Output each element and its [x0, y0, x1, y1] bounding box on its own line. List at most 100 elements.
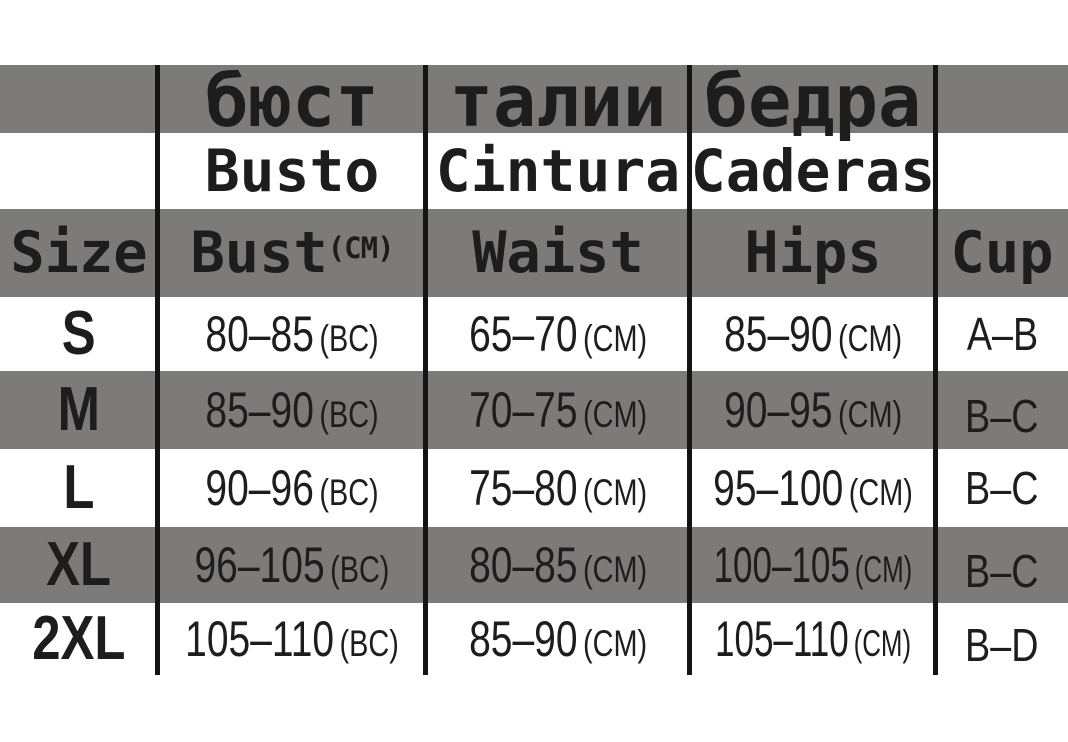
table-row-l: L 90–96 (BC) 75–80 (CM) 95–100 (CM) B–C	[0, 449, 1068, 527]
header-row-spanish: Busto Cintura Caderas	[0, 133, 1068, 209]
cup-cell: B–C	[936, 449, 1068, 527]
hips-cell: 100–105 (CM)	[690, 527, 936, 603]
empty-cell	[936, 133, 1068, 209]
waist-value: 85–90 (CM)	[469, 614, 647, 664]
cup-value: B–D	[965, 619, 1039, 671]
header-ru-bust-label: бюст	[205, 59, 379, 143]
waist-cell: 85–90 (CM)	[426, 603, 690, 675]
header-row-english: Size Bust(CM) Waist Hips Cup	[0, 209, 1068, 297]
size-value: S	[62, 299, 96, 368]
header-es-waist-label: Cintura	[435, 137, 681, 205]
hips-range: 95–100	[713, 460, 844, 516]
header-cup-label: Cup	[950, 219, 1054, 286]
hips-value: 105–110 (CM)	[715, 614, 911, 664]
empty-cell	[0, 65, 158, 137]
size-cell: 2XL	[0, 603, 158, 675]
hips-range: 100–105	[713, 537, 850, 593]
header-size-label: Size	[10, 219, 148, 286]
table-row-2xl: 2XL 105–110 (BC) 85–90 (CM) 105–110 (CM) B–…	[0, 603, 1068, 675]
hips-value: 95–100 (CM)	[713, 463, 913, 513]
cup-value: B–C	[965, 390, 1039, 442]
header-es-bust-label: Busto	[204, 137, 380, 205]
header-ru-hips-label: бедра	[704, 59, 922, 143]
column-divider	[687, 65, 692, 675]
bust-cell: 80–85 (BC)	[158, 297, 426, 371]
column-divider	[933, 65, 938, 675]
hips-unit: (CM)	[854, 549, 913, 590]
size-cell: S	[0, 297, 158, 371]
bust-range: 85–90	[205, 382, 314, 438]
bust-unit: (BC)	[319, 318, 379, 359]
bust-value: 80–85 (BC)	[205, 309, 378, 359]
header-ru-waist-cell: талии	[426, 65, 690, 137]
hips-unit: (CM)	[853, 623, 912, 664]
bust-cell: 90–96 (BC)	[158, 449, 426, 527]
hips-cell: 85–90 (CM)	[690, 297, 936, 371]
waist-range: 75–80	[468, 460, 578, 516]
waist-unit: (CM)	[582, 623, 648, 664]
bust-cell: 96–105 (BC)	[158, 527, 426, 603]
header-bust-unit: (CM)	[327, 230, 395, 265]
hips-value: 90–95 (CM)	[724, 385, 902, 435]
bust-range: 96–105	[194, 537, 325, 593]
size-value: L	[63, 453, 95, 522]
bust-range: 90–96	[205, 460, 314, 516]
cup-value: A–B	[966, 308, 1038, 360]
header-bust-text: Bust	[190, 219, 328, 286]
waist-unit: (CM)	[582, 394, 648, 435]
size-value: M	[57, 375, 101, 444]
header-row-russian: бюст талии бедра	[0, 65, 1068, 137]
column-divider	[423, 65, 428, 675]
bust-range: 105–110	[185, 611, 335, 667]
hips-range: 85–90	[723, 306, 833, 362]
waist-range: 65–70	[468, 306, 578, 362]
header-hips-label: Hips	[744, 219, 882, 286]
table-row-xl: XL 96–105 (BC) 80–85 (CM) 100–105 (CM) B–C	[0, 527, 1068, 603]
cup-value: B–C	[965, 545, 1039, 597]
header-bust-cell: Bust(CM)	[158, 209, 426, 297]
bust-unit: (BC)	[319, 394, 379, 435]
waist-range: 80–85	[468, 537, 578, 593]
hips-unit: (CM)	[848, 472, 913, 513]
header-ru-bust-cell: бюст	[158, 65, 426, 137]
waist-cell: 70–75 (CM)	[426, 371, 690, 449]
header-waist-label: Waist	[472, 219, 644, 286]
header-size-cell: Size	[0, 209, 158, 297]
header-ru-hips-cell: бедра	[690, 65, 936, 137]
hips-value: 85–90 (CM)	[724, 309, 902, 359]
hips-range: 105–110	[714, 611, 849, 667]
bust-value: 90–96 (BC)	[205, 463, 378, 513]
waist-value: 80–85 (CM)	[469, 540, 647, 590]
hips-value: 100–105 (CM)	[714, 540, 913, 590]
header-waist-cell: Waist	[426, 209, 690, 297]
header-es-bust-cell: Busto	[158, 133, 426, 209]
size-cell: XL	[0, 527, 158, 603]
waist-cell: 75–80 (CM)	[426, 449, 690, 527]
waist-range: 70–75	[468, 382, 578, 438]
table-row-m: M 85–90 (BC) 70–75 (CM) 90–95 (CM) B–C	[0, 371, 1068, 449]
header-hips-cell: Hips	[690, 209, 936, 297]
cup-cell: B–C	[936, 371, 1068, 449]
waist-cell: 80–85 (CM)	[426, 527, 690, 603]
header-es-waist-cell: Cintura	[426, 133, 690, 209]
bust-range: 80–85	[205, 306, 314, 362]
header-cup-cell: Cup	[936, 209, 1068, 297]
bust-value: 96–105 (BC)	[195, 540, 390, 590]
empty-cell	[0, 133, 158, 209]
waist-cell: 65–70 (CM)	[426, 297, 690, 371]
hips-cell: 90–95 (CM)	[690, 371, 936, 449]
bust-value: 105–110 (BC)	[185, 614, 399, 664]
waist-unit: (CM)	[582, 472, 648, 513]
bust-cell: 105–110 (BC)	[158, 603, 426, 675]
size-cell: L	[0, 449, 158, 527]
hips-cell: 95–100 (CM)	[690, 449, 936, 527]
size-cell: M	[0, 371, 158, 449]
bust-cell: 85–90 (BC)	[158, 371, 426, 449]
size-value: 2XL	[32, 604, 126, 673]
size-table: бюст талии бедра Busto Cintura Caderas	[0, 65, 1068, 675]
waist-range: 85–90	[468, 611, 578, 667]
empty-cell	[936, 65, 1068, 137]
hips-range: 90–95	[723, 382, 833, 438]
table-row-s: S 80–85 (BC) 65–70 (CM) 85–90 (CM) A–B	[0, 297, 1068, 371]
